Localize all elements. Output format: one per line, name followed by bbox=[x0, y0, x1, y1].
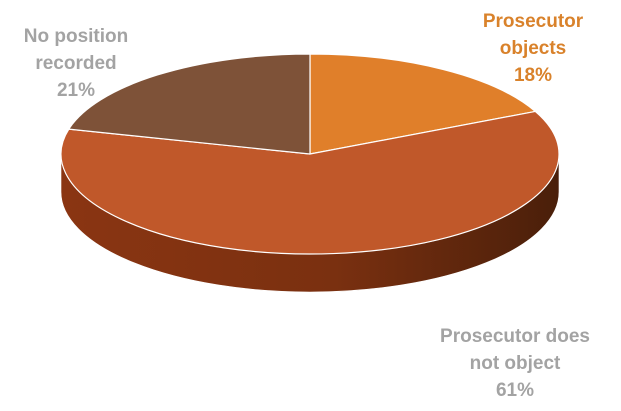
pie-label-line: recorded bbox=[35, 53, 116, 74]
pie-label-line: Prosecutor bbox=[483, 11, 584, 32]
pie-slice-0 bbox=[309, 53, 536, 155]
pie-label-0: Prosecutor objects 18% bbox=[483, 11, 584, 86]
pie-slice-2 bbox=[68, 53, 311, 155]
pie-label-value: 18% bbox=[514, 65, 552, 86]
pie-slices bbox=[60, 53, 560, 255]
pie-label-value: 61% bbox=[496, 380, 534, 401]
pie-label-line: No position bbox=[24, 26, 128, 47]
pie-labels: Prosecutor objects 18% Prosecutor does not o… bbox=[24, 11, 590, 401]
pie-label-line: objects bbox=[500, 38, 567, 59]
pie-label-value: 21% bbox=[57, 80, 95, 101]
pie-slice-1 bbox=[60, 110, 560, 255]
pie-label-1: Prosecutor does not object 61% bbox=[440, 326, 590, 401]
pie-label-line: not object bbox=[470, 353, 561, 374]
pie-label-line: Prosecutor does bbox=[440, 326, 590, 347]
pie-label-2: No position recorded 21% bbox=[24, 26, 128, 101]
